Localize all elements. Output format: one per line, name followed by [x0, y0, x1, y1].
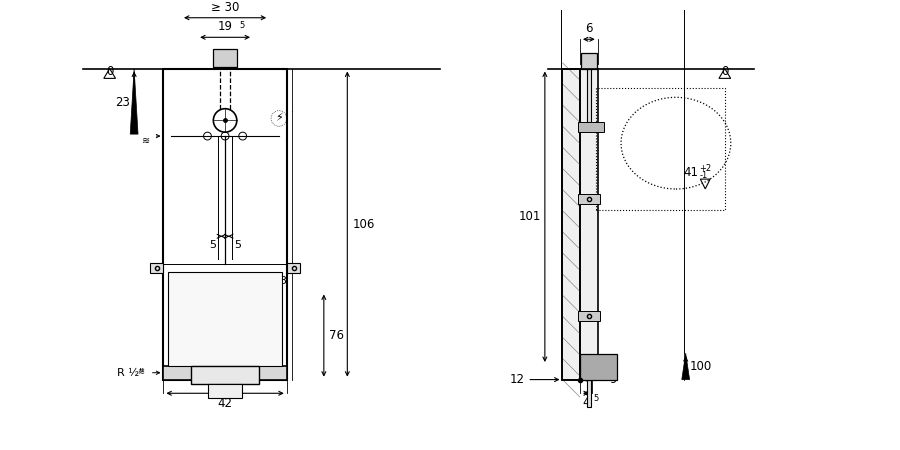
Text: 4: 4: [582, 396, 590, 409]
Text: 41: 41: [684, 166, 698, 179]
Text: ≋: ≋: [142, 136, 150, 146]
Text: 5: 5: [594, 394, 599, 403]
Text: 12: 12: [509, 373, 525, 386]
Polygon shape: [682, 353, 689, 380]
Bar: [287, 263, 301, 273]
Bar: [168, 272, 282, 366]
Text: 23: 23: [115, 96, 130, 109]
Text: ⚡: ⚡: [275, 113, 283, 123]
Text: ≥ 30: ≥ 30: [211, 1, 239, 14]
Bar: [578, 311, 599, 321]
Text: 5: 5: [209, 240, 216, 250]
Text: -1: -1: [699, 171, 707, 180]
Text: 106: 106: [352, 218, 374, 230]
Text: 42: 42: [218, 397, 232, 410]
Bar: [587, 380, 590, 407]
Text: 101: 101: [518, 210, 541, 223]
Bar: [562, 68, 580, 380]
Bar: [164, 366, 287, 380]
Text: 9: 9: [609, 373, 617, 386]
Text: 18/23: 18/23: [256, 276, 287, 286]
Bar: [562, 68, 580, 380]
Text: 6: 6: [585, 22, 592, 36]
Bar: [580, 354, 617, 380]
Bar: [191, 366, 259, 384]
Text: 5: 5: [234, 240, 241, 250]
Text: 19: 19: [218, 20, 232, 33]
Text: 100: 100: [689, 360, 712, 373]
Text: ≋: ≋: [137, 367, 144, 376]
Bar: [596, 88, 725, 211]
Bar: [208, 384, 242, 398]
Bar: [578, 122, 604, 132]
Bar: [213, 49, 237, 67]
Text: R ½": R ½": [116, 368, 144, 378]
Bar: [578, 194, 599, 203]
Text: 0: 0: [721, 65, 728, 78]
Bar: [580, 68, 598, 380]
Bar: [587, 68, 590, 122]
Text: +2: +2: [699, 164, 712, 173]
Polygon shape: [130, 68, 138, 134]
Text: 5: 5: [239, 22, 245, 31]
Bar: [149, 263, 164, 273]
Text: 0: 0: [106, 65, 113, 78]
Bar: [164, 68, 287, 380]
Bar: [581, 53, 597, 68]
Text: 76: 76: [328, 329, 344, 342]
